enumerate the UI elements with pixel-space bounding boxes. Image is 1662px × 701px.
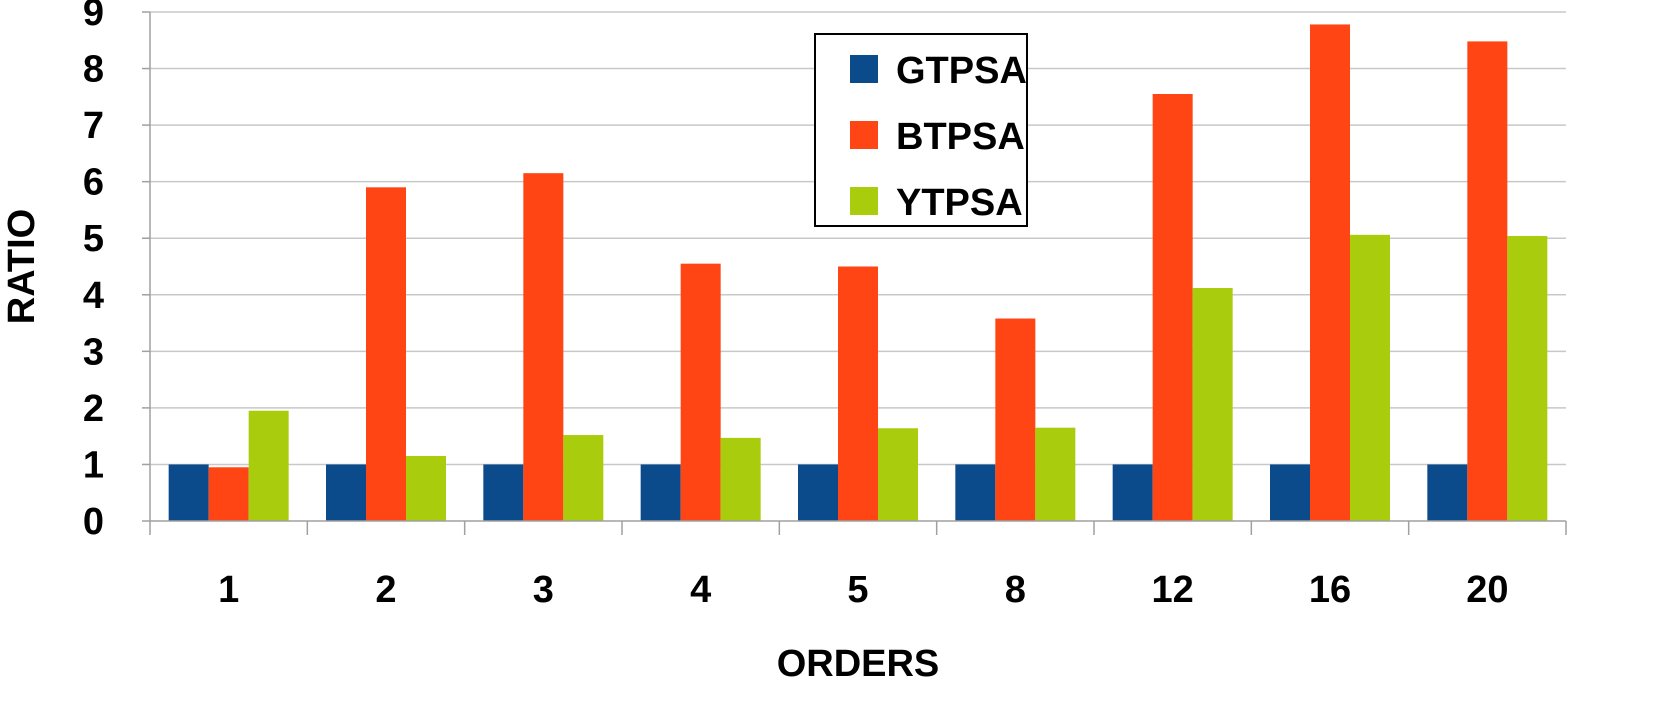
x-tick-label: 3 bbox=[533, 569, 554, 611]
legend-label-ytpsa: YTPSA bbox=[896, 182, 1023, 224]
bar-ytpsa-3 bbox=[563, 435, 604, 521]
x-axis-title: ORDERS bbox=[777, 643, 940, 685]
legend-label-btpsa: BTPSA bbox=[896, 116, 1025, 158]
bar-gtpsa-16 bbox=[1270, 464, 1310, 521]
bar-btpsa-3 bbox=[523, 173, 564, 521]
y-tick-label: 5 bbox=[83, 218, 104, 260]
bar-btpsa-12 bbox=[1152, 94, 1193, 521]
legend-swatch-gtpsa bbox=[850, 55, 878, 83]
bar-ytpsa-5 bbox=[878, 428, 918, 521]
bar-gtpsa-12 bbox=[1112, 464, 1153, 521]
bar-gtpsa-8 bbox=[955, 464, 996, 521]
bar-ytpsa-16 bbox=[1350, 234, 1390, 521]
x-tick-label: 2 bbox=[375, 569, 396, 611]
bar-btpsa-16 bbox=[1310, 24, 1350, 521]
bar-ytpsa-1 bbox=[248, 410, 289, 521]
x-tick-label: 12 bbox=[1152, 569, 1194, 611]
x-tick-label: 20 bbox=[1466, 569, 1508, 611]
legend-label-gtpsa: GTPSA bbox=[896, 50, 1027, 92]
bar-btpsa-4 bbox=[680, 263, 721, 521]
x-tick-label: 16 bbox=[1309, 569, 1351, 611]
bar-btpsa-8 bbox=[995, 318, 1036, 521]
bar-ytpsa-8 bbox=[1035, 427, 1076, 521]
x-tick-label: 5 bbox=[847, 569, 868, 611]
y-tick-label: 3 bbox=[83, 331, 104, 373]
bar-gtpsa-3 bbox=[483, 464, 524, 521]
x-tick-label: 8 bbox=[1005, 569, 1026, 611]
bar-ytpsa-2 bbox=[406, 455, 446, 521]
bar-gtpsa-2 bbox=[326, 464, 366, 521]
x-tick-label: 1 bbox=[218, 569, 239, 611]
y-tick-label: 7 bbox=[83, 105, 104, 147]
y-tick-label: 4 bbox=[83, 275, 104, 317]
bar-gtpsa-1 bbox=[168, 464, 209, 521]
bar-btpsa-1 bbox=[208, 467, 249, 521]
legend-swatch-btpsa bbox=[850, 121, 878, 149]
y-tick-label: 1 bbox=[83, 444, 104, 486]
bar-gtpsa-4 bbox=[640, 464, 681, 521]
legend-swatch-ytpsa bbox=[850, 187, 878, 215]
y-tick-label: 6 bbox=[83, 162, 104, 204]
x-tick-label: 4 bbox=[690, 569, 711, 611]
bar-gtpsa-20 bbox=[1427, 464, 1468, 521]
bars bbox=[168, 24, 1548, 522]
y-tick-label: 2 bbox=[83, 388, 104, 430]
bar-ytpsa-4 bbox=[720, 437, 761, 521]
y-axis-title: RATIO bbox=[1, 209, 43, 324]
y-tick-label: 0 bbox=[83, 501, 104, 543]
bar-gtpsa-5 bbox=[798, 464, 838, 521]
bar-btpsa-2 bbox=[366, 187, 406, 522]
y-tick-label: 8 bbox=[83, 49, 104, 91]
bar-ytpsa-20 bbox=[1507, 235, 1548, 521]
legend: GTPSA BTPSA YTPSA bbox=[814, 33, 1028, 227]
bar-btpsa-20 bbox=[1467, 41, 1508, 522]
bar-ytpsa-12 bbox=[1192, 287, 1233, 521]
y-tick-label: 9 bbox=[83, 0, 104, 34]
bar-btpsa-5 bbox=[838, 266, 878, 521]
